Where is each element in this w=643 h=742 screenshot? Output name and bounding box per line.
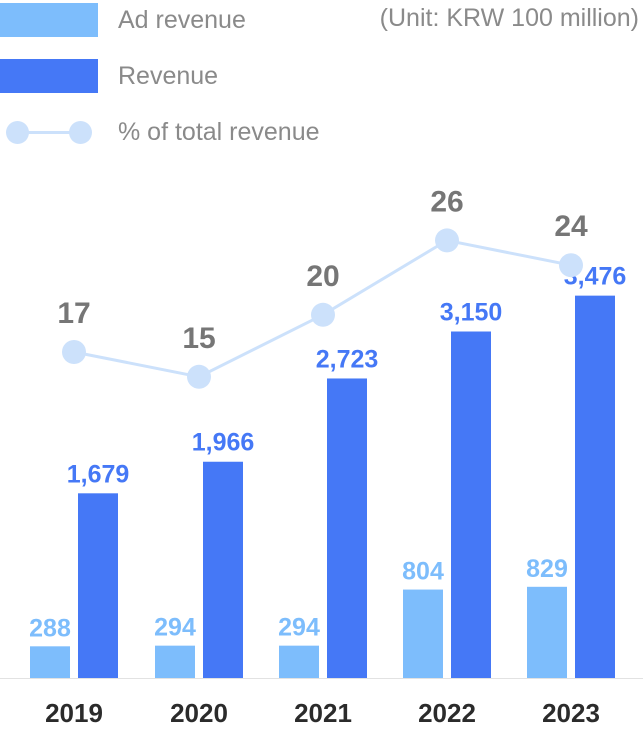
x-tick-label-2020: 2020 — [170, 698, 228, 728]
revenue-label-2022: 3,150 — [440, 299, 503, 327]
revenue-bar-2020 — [203, 461, 243, 678]
legend-item-ad-revenue: Ad revenue — [0, 3, 246, 37]
pct-point-2023 — [559, 253, 583, 278]
ad-revenue-label-2019: 288 — [29, 614, 71, 642]
pct-point-2021 — [311, 302, 335, 327]
ad-revenue-bar-2020 — [155, 645, 195, 678]
pct-line-swatch — [0, 115, 98, 149]
pct-label-2019: 17 — [57, 297, 90, 330]
pct-label-2020: 15 — [182, 322, 215, 355]
ad-revenue-bar-2023 — [527, 586, 567, 678]
revenue-bar-2019 — [78, 493, 118, 678]
ad-revenue-swatch — [0, 3, 98, 37]
ad-revenue-bar-2022 — [403, 589, 443, 678]
ad-revenue-label-2020: 294 — [154, 614, 196, 642]
revenue-bar-2023 — [575, 295, 615, 678]
pct-label-2021: 20 — [306, 260, 339, 293]
pct-point-2019 — [62, 340, 86, 364]
ad-revenue-label-2021: 294 — [278, 614, 320, 642]
ad-revenue-label-2023: 829 — [526, 555, 568, 583]
x-tick-label-2019: 2019 — [45, 698, 103, 728]
ad-revenue-bar-2021 — [279, 645, 319, 678]
legend-item-pct: % of total revenue — [0, 115, 320, 149]
pct-label-2022: 26 — [430, 185, 463, 218]
legend-label-pct: % of total revenue — [118, 117, 320, 146]
revenue-bar-2022 — [451, 331, 491, 678]
legend-label-revenue: Revenue — [118, 61, 219, 90]
revenue-label-2020: 1,966 — [192, 429, 255, 457]
revenue-swatch — [0, 59, 98, 93]
ad-revenue-bar-2019 — [30, 646, 70, 678]
revenue-label-2019: 1,679 — [67, 460, 130, 488]
x-tick-label-2022: 2022 — [418, 698, 476, 728]
pct-label-2023: 24 — [554, 210, 588, 243]
pct-point-2022 — [435, 228, 459, 253]
x-tick-label-2021: 2021 — [294, 698, 352, 728]
ad-revenue-label-2022: 804 — [402, 558, 444, 586]
legend-item-revenue: Revenue — [0, 59, 218, 93]
revenue-bar-2021 — [327, 378, 367, 678]
pct-point-2020 — [187, 364, 211, 389]
legend-label-ad-revenue: Ad revenue — [118, 5, 246, 34]
x-tick-label-2023: 2023 — [542, 698, 600, 728]
unit-label: (Unit: KRW 100 million) — [379, 4, 639, 32]
revenue-label-2021: 2,723 — [316, 345, 379, 373]
